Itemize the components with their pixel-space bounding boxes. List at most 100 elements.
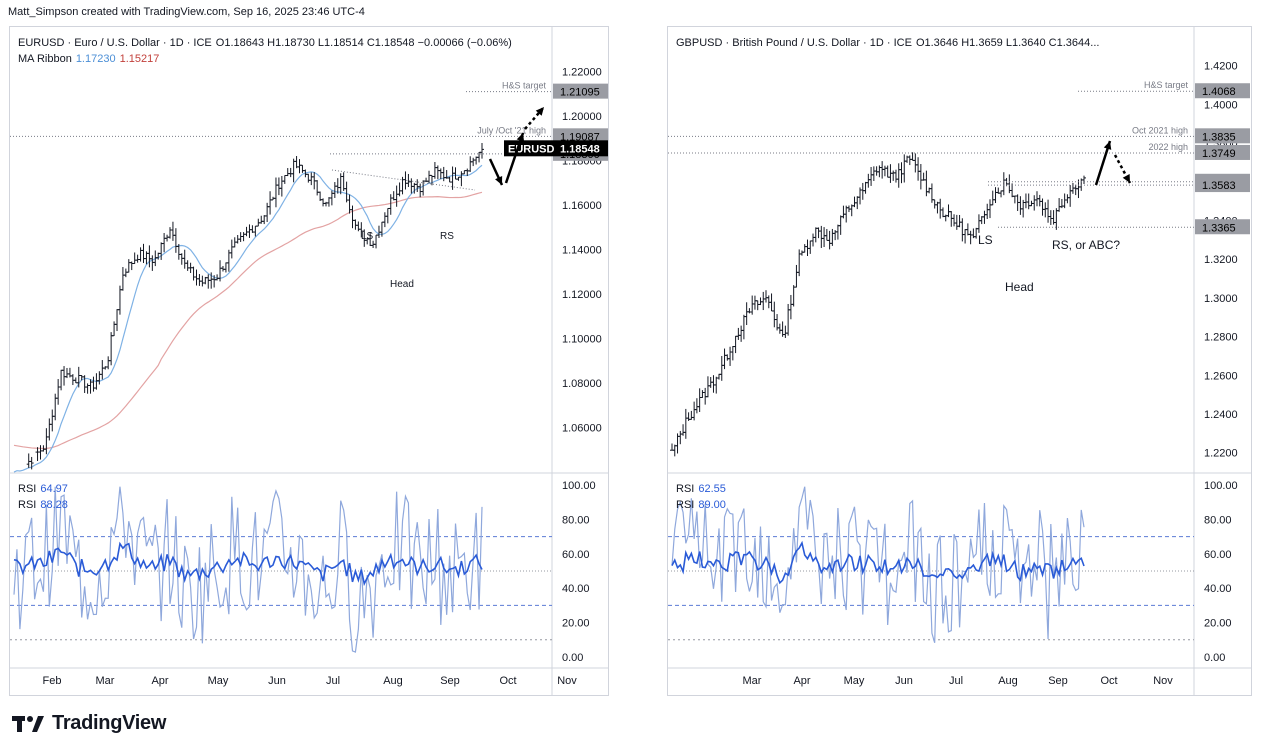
rsi-label-2: RSI: [18, 499, 37, 511]
gbpusd-legend: GBPUSD · British Pound / U.S. Dollar · 1…: [676, 35, 1099, 51]
rsi-tick-label: 20.00: [562, 618, 590, 630]
price-tick-label: 1.2400: [1204, 409, 1238, 421]
time-tick-label: Nov: [1153, 675, 1173, 687]
projection-arrowhead: [1122, 174, 1130, 183]
ohlc-values: O1.18643 H1.18730 L1.18514 C1.18548 −0.0…: [215, 37, 512, 49]
neckline: [331, 169, 476, 191]
time-tick-label: Jun: [895, 675, 913, 687]
level-tag-value: 1.4068: [1202, 86, 1236, 98]
time-tick-label: Mar: [743, 675, 762, 687]
price-tick-label: 1.3000: [1204, 293, 1238, 305]
time-tick-label: Oct: [1100, 675, 1117, 687]
price-tick-label: 1.16000: [562, 200, 602, 212]
gbpusd-chart-svg[interactable]: 1.42001.40001.38001.36001.34001.32001.30…: [668, 27, 1251, 695]
rsi-label: RSI: [18, 483, 37, 495]
ma-slow-line: [13, 191, 483, 450]
rsi-line: [671, 540, 1085, 585]
ma-fast-value: 1.17230: [75, 53, 116, 65]
time-tick-label: Nov: [557, 675, 577, 687]
level-label: H&S target: [502, 81, 547, 91]
tradingview-logo[interactable]: TradingView: [12, 712, 166, 735]
projection-arrowhead: [535, 107, 544, 116]
level-tag: [1195, 219, 1250, 235]
rsi-tick-label: 80.00: [562, 514, 590, 526]
gbpusd-chart-panel[interactable]: 1.42001.40001.38001.36001.34001.32001.30…: [667, 26, 1252, 696]
time-tick-label: Mar: [96, 675, 115, 687]
level-tag: [553, 83, 608, 99]
time-tick-label: Jul: [326, 675, 340, 687]
time-tick-label: Sep: [1048, 675, 1068, 687]
rsi-tick-label: 100.00: [1204, 480, 1238, 492]
rsi-tick-label: 0.00: [1204, 652, 1225, 664]
rsi-tick-label: 40.00: [562, 583, 590, 595]
rsi-value-2: 89.00: [698, 499, 726, 511]
rsi-tick-label: 80.00: [1204, 514, 1232, 526]
price-tick-label: 1.20000: [562, 111, 602, 123]
price-tick-label: 1.2600: [1204, 370, 1238, 382]
rsi-value: 64.97: [40, 483, 68, 495]
eurusd-chart-panel[interactable]: 1.22000 1.20000 1.18000 1.16000 1.14000 1.120…: [9, 26, 609, 696]
price-tick-label: 1.14000: [562, 245, 602, 257]
symbol-title: EURUSD · Euro / U.S. Dollar · 1D · ICE: [18, 37, 212, 49]
ohlc-values: O1.3646 H1.3659 L1.3640 C1.3644...: [915, 37, 1100, 49]
time-tick-label: Aug: [998, 675, 1018, 687]
time-tick-label: Apr: [793, 675, 810, 687]
rsi-fast-line: [671, 486, 1085, 643]
pattern-annotation: LS: [978, 233, 993, 247]
ma-ribbon-label: MA Ribbon: [18, 53, 72, 65]
price-tick-label: 1.3200: [1204, 254, 1238, 266]
time-tick-label: Apr: [151, 675, 168, 687]
rsi-tick-label: 20.00: [1204, 618, 1232, 630]
price-tick-label: 1.4200: [1204, 61, 1238, 73]
time-tick-label: Oct: [499, 675, 516, 687]
pattern-annotation: RS: [440, 231, 454, 242]
eurusd-rsi-legend: RSI 64.97 RSI 88.28: [18, 481, 68, 513]
rsi-label-2: RSI: [676, 499, 695, 511]
eurusd-legend: EURUSD · Euro / U.S. Dollar · 1D · ICE O1…: [18, 35, 512, 67]
price-tick-label: 1.06000: [562, 423, 602, 435]
symbol-title: GBPUSD · British Pound / U.S. Dollar · 1…: [676, 37, 912, 49]
time-tick-label: Feb: [43, 675, 62, 687]
rsi-tick-label: 60.00: [562, 549, 590, 561]
time-tick-label: May: [208, 675, 229, 687]
level-label: July /Oct '21 high: [477, 125, 546, 135]
pattern-annotation: RS, or ABC?: [1052, 238, 1120, 252]
time-tick-label: Jul: [949, 675, 963, 687]
time-tick-label: May: [844, 675, 865, 687]
tradingview-wordmark: TradingView: [52, 712, 167, 734]
pattern-annotation: LS: [361, 231, 374, 242]
chart-header-caption: Matt_Simpson created with TradingView.co…: [8, 6, 365, 18]
rsi-label: RSI: [676, 483, 695, 495]
price-tick-label: 1.2200: [1204, 448, 1238, 460]
rsi-value-2: 88.28: [40, 499, 68, 511]
time-tick-label: Jun: [268, 675, 286, 687]
rsi-tick-label: 40.00: [1204, 583, 1232, 595]
ma-slow-value: 1.15217: [119, 53, 160, 65]
price-tick-label: 1.4000: [1204, 99, 1238, 111]
time-tick-label: Sep: [440, 675, 460, 687]
rsi-value: 62.55: [698, 483, 726, 495]
rsi-line: [13, 541, 483, 587]
price-tick-label: 1.12000: [562, 289, 602, 301]
level-tag: [1195, 83, 1250, 99]
eurusd-chart-svg[interactable]: 1.220001.200001.180001.160001.140001.120…: [10, 27, 608, 695]
rsi-tick-label: 100.00: [562, 480, 596, 492]
level-label: 2022 high: [1148, 142, 1188, 152]
rsi-fast-line: [13, 486, 483, 653]
current-price-value: 1.18548: [560, 143, 600, 155]
tradingview-logo-icon: [12, 715, 44, 732]
level-tag-value: 1.3583: [1202, 180, 1236, 192]
level-tag: [1195, 177, 1250, 193]
projection-arrowhead: [1103, 141, 1112, 150]
ma-fast-line: [13, 164, 483, 473]
projection-arrowhead: [495, 176, 503, 185]
time-tick-label: Aug: [383, 675, 403, 687]
level-tag: [553, 128, 608, 144]
level-tag-value: 1.3749: [1202, 148, 1236, 160]
level-tag-value: 1.3835: [1202, 131, 1236, 143]
level-tag-value: 1.21095: [560, 87, 600, 99]
rsi-tick-label: 0.00: [562, 652, 583, 664]
price-tick-label: 1.2800: [1204, 332, 1238, 344]
level-tag: [1195, 128, 1250, 144]
level-label: Oct 2021 high: [1132, 125, 1188, 135]
